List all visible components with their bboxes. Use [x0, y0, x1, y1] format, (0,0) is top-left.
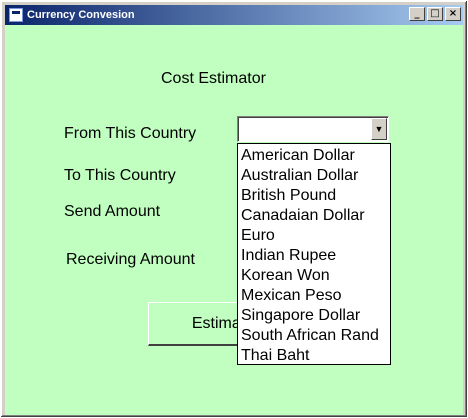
- send-amount-label: Send Amount: [64, 203, 161, 220]
- from-country-select[interactable]: ▼: [237, 116, 389, 142]
- receiving-amount-label: Receiving Amount: [66, 251, 195, 268]
- app-window-icon[interactable]: [9, 8, 23, 22]
- title-bar[interactable]: Currency Convesion _ □ ×: [5, 5, 463, 25]
- window-title: Currency Convesion: [27, 9, 135, 21]
- dropdown-item-euro[interactable]: Euro: [241, 227, 275, 244]
- dropdown-item-british-pound[interactable]: British Pound: [241, 187, 337, 204]
- dropdown-item-singapore-dollar[interactable]: Singapore Dollar: [241, 307, 361, 324]
- dropdown-item-mexican-peso[interactable]: Mexican Peso: [241, 287, 342, 304]
- close-button[interactable]: ×: [445, 7, 461, 21]
- dropdown-item-canadian-dollar[interactable]: Canadaian Dollar: [241, 207, 365, 224]
- dropdown-item-american-dollar[interactable]: American Dollar: [241, 147, 355, 164]
- country-dropdown-list[interactable]: American Dollar Australian Dollar Britis…: [237, 143, 391, 365]
- from-country-label: From This Country: [64, 125, 197, 142]
- dropdown-item-australian-dollar[interactable]: Australian Dollar: [241, 167, 359, 184]
- dropdown-item-south-african-rand[interactable]: South African Rand: [241, 327, 379, 344]
- chevron-down-icon[interactable]: ▼: [371, 118, 387, 140]
- dropdown-item-indian-rupee[interactable]: Indian Rupee: [241, 247, 337, 264]
- to-country-label: To This Country: [64, 167, 176, 184]
- dropdown-item-korean-won[interactable]: Korean Won: [241, 267, 330, 284]
- form-heading: Cost Estimator: [161, 70, 266, 87]
- maximize-button[interactable]: □: [427, 7, 443, 21]
- dropdown-item-thai-baht[interactable]: Thai Baht: [241, 347, 310, 364]
- minimize-button[interactable]: _: [409, 7, 425, 21]
- window-controls: _ □ ×: [409, 7, 461, 21]
- form-client-area: Cost Estimator From This Country To This…: [5, 25, 463, 415]
